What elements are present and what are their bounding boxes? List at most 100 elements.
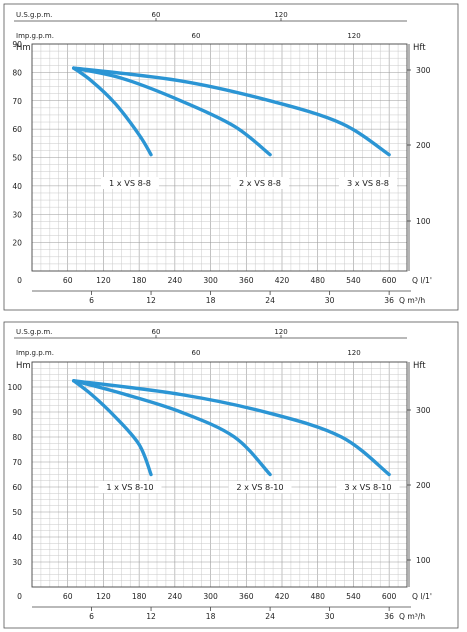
us-gpm-tick-label: 60 bbox=[152, 328, 161, 336]
x-tick-label: 60 bbox=[63, 276, 73, 285]
x-tick-label: 360 bbox=[239, 276, 254, 285]
x-tick-label: 60 bbox=[63, 592, 73, 601]
x-tick-label: 600 bbox=[382, 276, 397, 285]
series-label: 2 x VS 8-10 bbox=[236, 482, 283, 492]
x-tick-label: 480 bbox=[310, 592, 325, 601]
plot-area bbox=[31, 361, 408, 588]
x2-tick-label: 30 bbox=[325, 296, 335, 305]
y2-tick-label: 100 bbox=[416, 217, 431, 226]
x-tick-label: 120 bbox=[96, 276, 111, 285]
x-tick-label: 300 bbox=[203, 592, 218, 601]
x2-tick-label: 18 bbox=[206, 612, 216, 621]
panel-frame bbox=[3, 321, 459, 629]
y-tick-label: 50 bbox=[12, 508, 22, 517]
y-tick-label: 70 bbox=[12, 458, 22, 467]
y2-tick-label: 100 bbox=[416, 556, 431, 565]
series-label-bg bbox=[231, 177, 289, 189]
x-tick-label: 240 bbox=[168, 276, 183, 285]
us-gpm-tick-label: 120 bbox=[274, 328, 287, 336]
origin-label: 0 bbox=[17, 276, 22, 285]
x2-tick-label: 24 bbox=[265, 612, 275, 621]
x2-tick-label: 6 bbox=[89, 296, 94, 305]
series-label-bg bbox=[339, 177, 397, 189]
panel-frame bbox=[3, 3, 459, 311]
x2-axis-title: Q m³/h bbox=[399, 612, 425, 621]
x-tick-label: 540 bbox=[346, 276, 361, 285]
y-tick-label: 50 bbox=[12, 154, 22, 163]
y-tick-label: 100 bbox=[8, 383, 23, 392]
x-tick-label: 360 bbox=[239, 592, 254, 601]
y-tick-label: 90 bbox=[12, 40, 22, 49]
x-tick-label: 180 bbox=[132, 276, 147, 285]
y2-axis-title: Hft bbox=[413, 361, 426, 371]
x-tick-label: 300 bbox=[203, 276, 218, 285]
x2-tick-label: 12 bbox=[146, 296, 156, 305]
x-tick-label: 540 bbox=[346, 592, 361, 601]
x2-axis-title: Q m³/h bbox=[399, 296, 425, 305]
series-label: 3 x VS 8-10 bbox=[344, 482, 391, 492]
pump-curve-2 bbox=[72, 66, 272, 157]
pump-curve-1 bbox=[72, 66, 153, 157]
y-tick-label: 30 bbox=[12, 558, 22, 567]
y-tick-label: 90 bbox=[12, 408, 22, 417]
series-label: 3 x VS 8-8 bbox=[347, 178, 389, 188]
y-tick-label: 40 bbox=[12, 533, 22, 542]
series-label: 1 x VS 8-8 bbox=[109, 178, 151, 188]
y-tick-label: 40 bbox=[12, 182, 22, 191]
imp-gpm-tick-label: 120 bbox=[347, 32, 360, 40]
us-gpm-label: U.S.g.p.m. bbox=[16, 11, 52, 19]
pump-curve-2 bbox=[72, 379, 272, 477]
us-gpm-tick-label: 60 bbox=[152, 11, 161, 19]
imp-gpm-tick-label: 60 bbox=[192, 349, 201, 357]
y-tick-label: 80 bbox=[12, 68, 22, 77]
y2-tick-label: 300 bbox=[416, 406, 431, 415]
x2-tick-label: 36 bbox=[384, 296, 394, 305]
y-tick-label: 70 bbox=[12, 97, 22, 106]
x2-tick-label: 24 bbox=[265, 296, 275, 305]
imp-gpm-label: Imp.g.p.m. bbox=[16, 349, 54, 357]
x-tick-label: 240 bbox=[168, 592, 183, 601]
x2-tick-label: 30 bbox=[325, 612, 335, 621]
plot-area bbox=[31, 43, 408, 272]
y-tick-label: 60 bbox=[12, 125, 22, 134]
origin-label: 0 bbox=[17, 592, 22, 601]
x-axis-title: Q l/1' bbox=[412, 592, 432, 601]
y2-tick-label: 200 bbox=[416, 141, 431, 150]
y2-axis-title: Hft bbox=[413, 43, 426, 53]
x2-tick-label: 18 bbox=[206, 296, 216, 305]
y-axis-title: Hm bbox=[16, 361, 31, 371]
x-tick-label: 420 bbox=[275, 592, 290, 601]
x2-tick-label: 12 bbox=[146, 612, 156, 621]
x-tick-label: 180 bbox=[132, 592, 147, 601]
series-label-bg bbox=[228, 481, 292, 493]
y-tick-label: 20 bbox=[12, 239, 22, 248]
x-axis-title: Q l/1' bbox=[412, 276, 432, 285]
series-label: 2 x VS 8-8 bbox=[239, 178, 281, 188]
us-gpm-label: U.S.g.p.m. bbox=[16, 328, 52, 336]
x-tick-label: 480 bbox=[310, 276, 325, 285]
y-tick-label: 60 bbox=[12, 483, 22, 492]
series-label-bg bbox=[336, 481, 400, 493]
x2-tick-label: 36 bbox=[384, 612, 394, 621]
x-tick-label: 420 bbox=[275, 276, 290, 285]
series-label-bg bbox=[98, 481, 162, 493]
y2-tick-label: 300 bbox=[416, 66, 431, 75]
imp-gpm-tick-label: 120 bbox=[347, 349, 360, 357]
imp-gpm-label: Imp.g.p.m. bbox=[16, 32, 54, 40]
x-tick-label: 600 bbox=[382, 592, 397, 601]
y-tick-label: 80 bbox=[12, 433, 22, 442]
pump-curve-1 bbox=[72, 379, 153, 477]
y-tick-label: 30 bbox=[12, 210, 22, 219]
pump-curve-3 bbox=[72, 379, 391, 477]
pump-curve-3 bbox=[72, 66, 391, 157]
series-label: 1 x VS 8-10 bbox=[106, 482, 153, 492]
imp-gpm-tick-label: 60 bbox=[192, 32, 201, 40]
y2-tick-label: 200 bbox=[416, 481, 431, 490]
us-gpm-tick-label: 120 bbox=[274, 11, 287, 19]
y-axis-title: Hm bbox=[16, 43, 31, 53]
x2-tick-label: 6 bbox=[89, 612, 94, 621]
series-label-bg bbox=[101, 177, 159, 189]
